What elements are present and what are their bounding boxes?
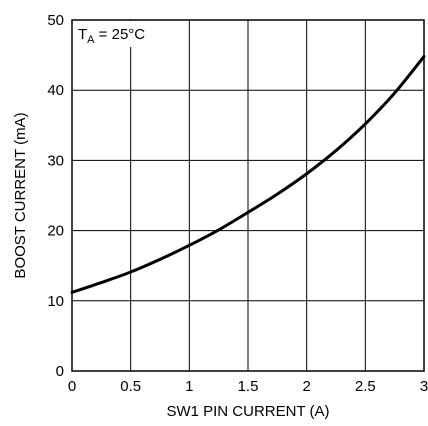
x-tick-label: 2.5: [355, 378, 376, 395]
temperature-annotation: TA = 25°C: [78, 26, 145, 46]
x-tick-label: 2: [302, 378, 310, 395]
x-tick-label: 3: [420, 378, 428, 395]
y-tick-label: 40: [47, 82, 64, 99]
plot-frame: [71, 19, 425, 372]
y-tick-label: 20: [47, 223, 64, 240]
annotation-subscript: A: [87, 34, 95, 46]
x-tick-label: 1.5: [238, 378, 259, 395]
y-tick-label: 10: [47, 293, 64, 310]
annotation-main: T: [78, 26, 87, 43]
y-tick-label: 30: [47, 152, 64, 169]
annotation-rest: = 25°C: [95, 26, 146, 43]
x-tick-label: 0.5: [120, 378, 141, 395]
x-axis-title: SW1 PIN CURRENT (A): [166, 403, 329, 420]
series-layer: [70, 55, 426, 294]
boost-current-curve: [70, 55, 426, 294]
grid-lines: [71, 19, 425, 372]
y-tick-labels: 0 10 20 30 40 50: [47, 12, 64, 380]
annotation-background: [73, 21, 165, 47]
y-tick-label: 0: [56, 363, 64, 380]
x-tick-label: 1: [185, 378, 193, 395]
y-axis-title: BOOST CURRENT (mA): [12, 112, 29, 278]
x-tick-label: 0: [68, 378, 76, 395]
y-tick-label: 50: [47, 12, 64, 29]
x-tick-labels: 0 0.5 1 1.5 2 2.5 3: [68, 378, 428, 395]
